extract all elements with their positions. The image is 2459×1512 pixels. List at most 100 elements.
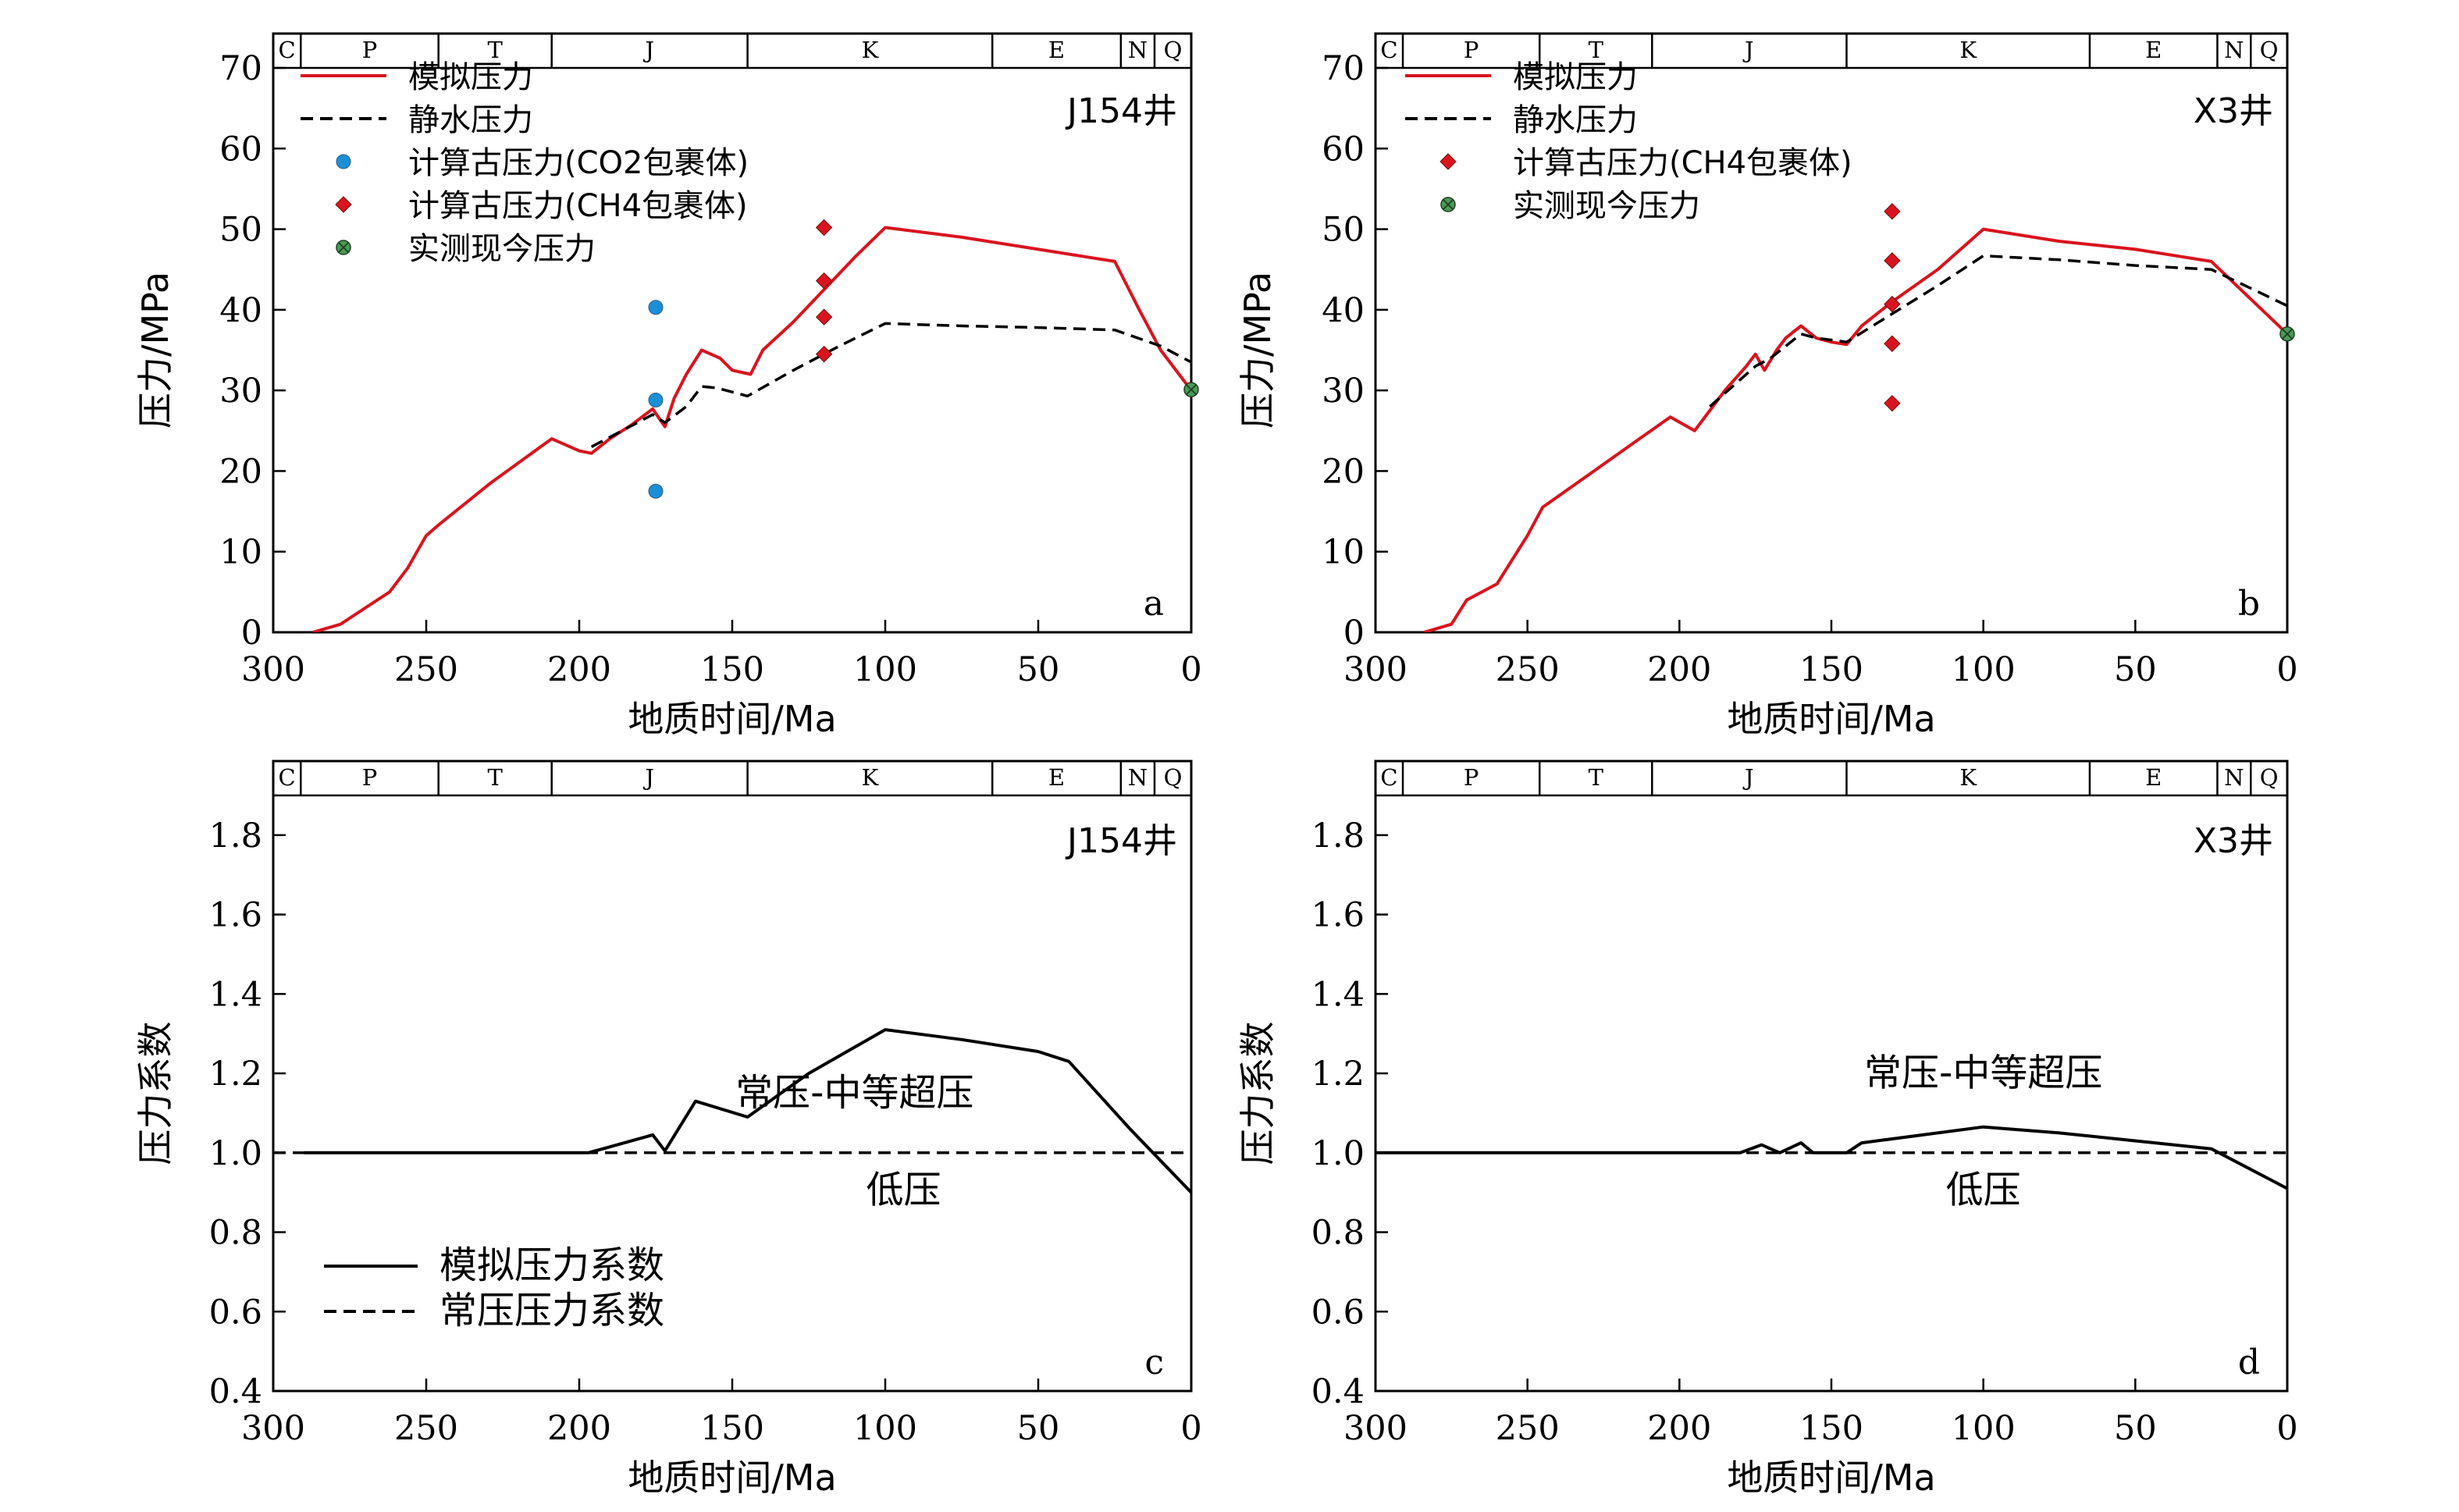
- x-tick-label: 250: [394, 1409, 458, 1448]
- period-label-Q: Q: [1164, 37, 1183, 63]
- legend-swatch-marker: [1440, 197, 1456, 212]
- x-tick-label: 300: [241, 1409, 305, 1448]
- period-label-K: K: [862, 37, 880, 63]
- series-line-simulated: [1423, 227, 2287, 632]
- chart-panel-a: C P T J K E N Q 0 10 20 30 40 50 60 70 300 250 200 150 100 50…: [134, 32, 1202, 740]
- y-tick-label: 0.8: [1311, 1214, 1365, 1253]
- data-point-diamond: [815, 345, 833, 363]
- y-axis-title: 压力系数: [1237, 1022, 1279, 1165]
- plot-frame: [272, 760, 1193, 1393]
- y-tick-label: 20: [219, 452, 262, 491]
- x-tick-label: 200: [1647, 1409, 1711, 1448]
- y-tick-label: 30: [1322, 372, 1365, 411]
- region-annotation: 常压-中等超压: [1864, 1051, 2102, 1094]
- x-tick-label: 50: [1017, 1409, 1060, 1448]
- y-tick-label: 1.0: [209, 1134, 262, 1173]
- legend-label: 模拟压力: [1513, 59, 1638, 95]
- x-tick-label: 250: [1496, 1409, 1560, 1448]
- legend-label: 实测现今压力: [408, 231, 596, 267]
- y-tick-label: 20: [1322, 452, 1365, 491]
- y-tick-label: 60: [1322, 130, 1365, 169]
- period-label-P: P: [362, 764, 378, 791]
- x-tick-label: 100: [853, 1409, 917, 1448]
- period-label-K: K: [862, 764, 880, 791]
- legend-label: 静水压力: [408, 102, 533, 138]
- x-tick-label: 200: [1647, 650, 1711, 689]
- period-label-T: T: [1589, 37, 1604, 63]
- legend-label: 实测现今压力: [1513, 188, 1700, 224]
- x-tick-label: 100: [1952, 650, 2016, 689]
- period-label-T: T: [488, 764, 504, 791]
- period-label-Q: Q: [2260, 764, 2279, 791]
- panel-letter: c: [1144, 1343, 1164, 1382]
- y-tick-label: 1.8: [1311, 816, 1365, 856]
- x-tick-label: 100: [1952, 1409, 2016, 1448]
- period-label-K: K: [1959, 37, 1977, 63]
- period-label-C: C: [279, 37, 296, 63]
- y-tick-label: 30: [219, 372, 262, 411]
- x-tick-label: 150: [1799, 1409, 1863, 1448]
- period-label-E: E: [2145, 37, 2162, 63]
- x-tick-label: 300: [1343, 650, 1407, 689]
- period-label-N: N: [2224, 764, 2244, 791]
- data-point-diamond: [815, 308, 833, 326]
- data-point-circle: [648, 300, 664, 315]
- data-point-xcircle: [2279, 326, 2295, 342]
- x-tick-label: 0: [1180, 650, 1201, 689]
- y-axis-title: 压力/MPa: [1237, 272, 1279, 429]
- legend-swatch-marker: [336, 154, 351, 169]
- y-tick-label: 40: [219, 291, 262, 330]
- panel-letter: b: [2238, 584, 2260, 624]
- y-tick-label: 70: [219, 49, 262, 88]
- y-tick-label: 60: [219, 130, 262, 169]
- y-tick-label: 1.2: [1311, 1055, 1365, 1094]
- period-label-E: E: [1048, 764, 1065, 791]
- x-tick-label: 200: [547, 1409, 611, 1448]
- x-axis-title: 地质时间/Ma: [1727, 1457, 1935, 1499]
- y-axis-title: 压力/MPa: [134, 272, 176, 429]
- period-label-T: T: [1589, 764, 1604, 791]
- x-tick-label: 0: [1180, 1409, 1201, 1448]
- well-name: X3井: [2194, 91, 2273, 131]
- y-tick-label: 0: [1343, 614, 1365, 653]
- data-point-circle: [648, 483, 664, 499]
- legend-label: 模拟压力: [408, 59, 533, 95]
- x-tick-label: 250: [394, 650, 458, 689]
- y-tick-label: 70: [1322, 49, 1365, 88]
- series-line-hydrostatic: [590, 322, 1191, 448]
- period-label-J: J: [642, 764, 654, 791]
- period-label-E: E: [2145, 764, 2162, 791]
- x-tick-label: 50: [2114, 650, 2157, 689]
- legend-swatch-marker: [335, 196, 352, 213]
- y-tick-label: 0: [241, 614, 262, 653]
- series-line-hydrostatic: [1709, 254, 2287, 408]
- x-tick-label: 0: [2276, 1409, 2297, 1448]
- region-annotation: 常压-中等超压: [735, 1071, 973, 1115]
- x-tick-label: 0: [2276, 650, 2297, 689]
- data-point-diamond: [815, 272, 833, 290]
- period-label-C: C: [1380, 764, 1397, 791]
- legend-label: 计算古压力(CH4包裹体): [1513, 145, 1852, 181]
- panel-letter: a: [1144, 584, 1164, 624]
- period-label-K: K: [1959, 764, 1977, 791]
- well-name: X3井: [2194, 821, 2273, 861]
- data-point-diamond: [815, 219, 833, 237]
- y-tick-label: 0.4: [209, 1372, 262, 1411]
- period-label-P: P: [362, 37, 378, 63]
- series-line-simulated: [304, 1028, 1191, 1194]
- y-tick-label: 50: [1322, 211, 1365, 250]
- legend-label: 常压压力系数: [439, 1289, 664, 1332]
- period-label-P: P: [1464, 764, 1479, 791]
- y-tick-label: 0.8: [209, 1214, 262, 1253]
- chart-panel-c: C P T J K E N Q 0.4 0.6 0.8 1.0 1.2 1.4 1.6 1.8 300 250 20…: [134, 760, 1202, 1499]
- period-label-N: N: [1128, 37, 1148, 63]
- x-tick-label: 150: [700, 650, 764, 689]
- x-tick-label: 100: [853, 650, 917, 689]
- x-axis-title: 地质时间/Ma: [1727, 698, 1935, 740]
- data-point-diamond: [1884, 335, 1901, 352]
- y-tick-label: 10: [1322, 533, 1365, 572]
- period-label-E: E: [1048, 37, 1065, 63]
- data-point-diamond: [1884, 394, 1901, 412]
